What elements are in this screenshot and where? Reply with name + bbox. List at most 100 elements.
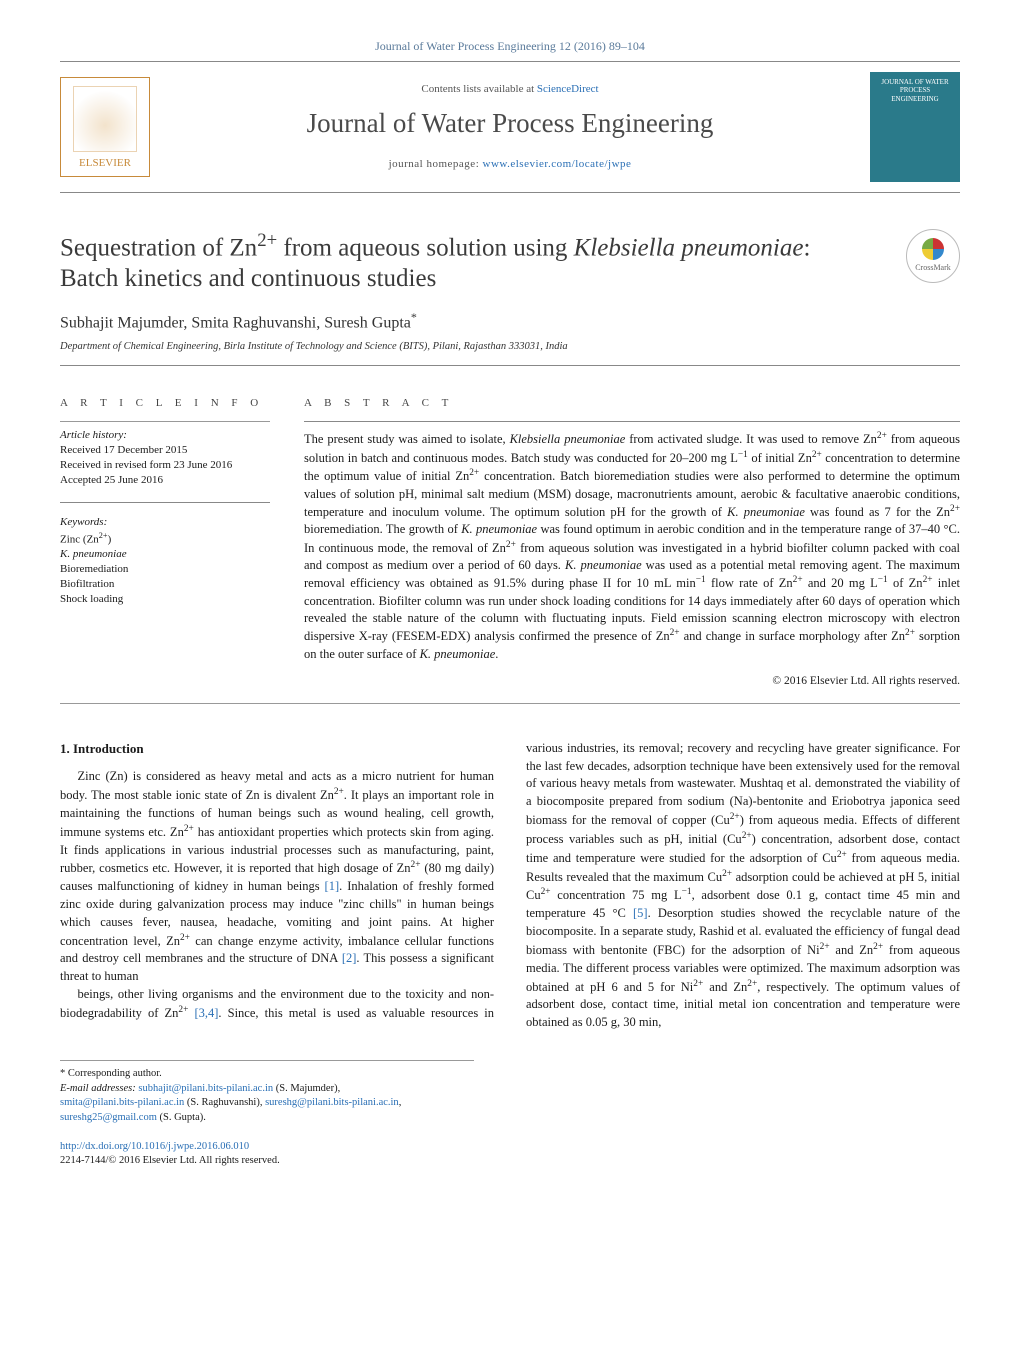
- corr-star: *: [411, 310, 417, 324]
- abs-sup: 2+: [469, 468, 479, 478]
- keyword-1: Zinc (Zn2+): [60, 530, 270, 548]
- intro-para-1: Zinc (Zn) is considered as heavy metal a…: [60, 768, 494, 986]
- abs-sup: 2+: [950, 504, 960, 514]
- crossmark-icon: [922, 238, 944, 260]
- authors-line: Subhajit Majumder, Smita Raghuvanshi, Su…: [60, 309, 960, 335]
- homepage-pre: journal homepage:: [389, 158, 483, 170]
- email-2-who: (S. Raghuvanshi),: [184, 1097, 265, 1108]
- history-head: Article history:: [60, 428, 270, 443]
- abs-t: from activated sludge. It was used to re…: [625, 433, 877, 447]
- doi-link[interactable]: http://dx.doi.org/10.1016/j.jwpe.2016.06…: [60, 1141, 249, 1152]
- abs-sup: 2+: [793, 575, 803, 585]
- crossmark-badge[interactable]: CrossMark: [906, 229, 960, 283]
- abs-sup: −1: [878, 575, 888, 585]
- abs-sp: K. pneumoniae: [461, 522, 537, 536]
- kw1-sup: 2+: [99, 531, 108, 540]
- keyword-2: K. pneumoniae: [60, 547, 270, 562]
- abstract-col: a b s t r a c t The present study was ai…: [304, 396, 960, 689]
- keyword-5: Shock loading: [60, 592, 270, 607]
- body-columns: 1. Introduction Zinc (Zn) is considered …: [60, 740, 960, 1032]
- abs-sup: 2+: [670, 628, 680, 638]
- email-3-sep: ,: [399, 1097, 402, 1108]
- article-info-head: a r t i c l e i n f o: [60, 396, 270, 411]
- publisher-logo-wrap: ELSEVIER: [60, 77, 170, 177]
- elsevier-label: ELSEVIER: [79, 156, 131, 171]
- title-pre: Sequestration of Zn: [60, 234, 257, 261]
- contents-pre: Contents lists available at: [421, 83, 536, 95]
- rule-top: [60, 61, 960, 62]
- elsevier-logo: ELSEVIER: [60, 77, 150, 177]
- abs-sp: K. pneumoniae: [565, 558, 642, 572]
- keywords-block: Keywords: Zinc (Zn2+) K. pneumoniae Bior…: [60, 503, 270, 607]
- abs-t: and 20 mg L: [803, 576, 878, 590]
- abs-sup: −1: [696, 575, 706, 585]
- email-1-who: (S. Majumder),: [273, 1083, 340, 1094]
- masthead-center: Contents lists available at ScienceDirec…: [170, 82, 850, 173]
- email-4[interactable]: sureshg25@gmail.com: [60, 1112, 157, 1123]
- email-3[interactable]: sureshg@pilani.bits-pilani.ac.in: [265, 1097, 399, 1108]
- email-line: E-mail addresses: subhajit@pilani.bits-p…: [60, 1082, 474, 1126]
- abs-sup: 2+: [506, 540, 516, 550]
- crossmark-label: CrossMark: [915, 262, 951, 273]
- homepage-line: journal homepage: www.elsevier.com/locat…: [170, 157, 850, 172]
- citation-link[interactable]: [3,4]: [194, 1006, 218, 1020]
- keyword-4: Biofiltration: [60, 577, 270, 592]
- email-label: E-mail addresses:: [60, 1083, 138, 1094]
- keywords-head: Keywords:: [60, 515, 270, 530]
- section-1-head: 1. Introduction: [60, 740, 494, 758]
- abstract-text: The present study was aimed to isolate, …: [304, 430, 960, 662]
- title-species: Klebsiella pneumoniae: [574, 234, 804, 261]
- rule-above-abs: [60, 365, 960, 366]
- abs-t: was found as 7 for the Zn: [805, 505, 950, 519]
- history-revised: Received in revised form 23 June 2016: [60, 458, 270, 473]
- journal-cover-wrap: JOURNAL OF WATER PROCESS ENGINEERING: [850, 72, 960, 182]
- abs-sp: K. pneumoniae: [727, 505, 805, 519]
- abs-sp: K. pneumoniae: [420, 647, 496, 661]
- abstract-copyright: © 2016 Elsevier Ltd. All rights reserved…: [304, 673, 960, 689]
- contents-line: Contents lists available at ScienceDirec…: [170, 82, 850, 97]
- info-abstract-row: a r t i c l e i n f o Article history: R…: [60, 396, 960, 689]
- abs-sp: Klebsiella pneumoniae: [510, 433, 626, 447]
- abs-sup: −1: [738, 450, 748, 460]
- affiliation: Department of Chemical Engineering, Birl…: [60, 340, 960, 355]
- masthead: ELSEVIER Contents lists available at Sci…: [60, 72, 960, 182]
- citation-link[interactable]: [5]: [633, 906, 648, 920]
- abs-sup: 2+: [923, 575, 933, 585]
- corr-author-note: * Corresponding author.: [60, 1067, 474, 1082]
- abs-t: bioremediation. The growth of: [304, 522, 461, 536]
- abs-sup: 2+: [812, 450, 822, 460]
- authors-names: Subhajit Majumder, Smita Raghuvanshi, Su…: [60, 314, 411, 331]
- sciencedirect-link[interactable]: ScienceDirect: [537, 83, 599, 95]
- article-title: Sequestration of Zn2+ from aqueous solut…: [60, 229, 840, 295]
- rule-under-masthead: [60, 192, 960, 193]
- email-2[interactable]: smita@pilani.bits-pilani.ac.in: [60, 1097, 184, 1108]
- title-mid: from aqueous solution using: [277, 234, 574, 261]
- doi-block: http://dx.doi.org/10.1016/j.jwpe.2016.06…: [60, 1140, 960, 1169]
- article-head: Sequestration of Zn2+ from aqueous solut…: [60, 229, 960, 295]
- running-citation: Journal of Water Process Engineering 12 …: [60, 38, 960, 55]
- abs-t: flow rate of Zn: [706, 576, 793, 590]
- citation-link[interactable]: [1]: [325, 879, 340, 893]
- article-info-col: a r t i c l e i n f o Article history: R…: [60, 396, 270, 689]
- journal-title: Journal of Water Process Engineering: [170, 105, 850, 143]
- keyword-3: Bioremediation: [60, 562, 270, 577]
- journal-cover: JOURNAL OF WATER PROCESS ENGINEERING: [870, 72, 960, 182]
- abs-t: and change in surface morphology after Z…: [680, 629, 905, 643]
- email-1[interactable]: subhajit@pilani.bits-pilani.ac.in: [138, 1083, 273, 1094]
- citation-link[interactable]: [2]: [342, 951, 357, 965]
- abs-t: The present study was aimed to isolate,: [304, 433, 510, 447]
- corresponding-footer: * Corresponding author. E-mail addresses…: [60, 1060, 474, 1126]
- kw1-pre: Zinc (Zn: [60, 533, 99, 545]
- email-4-who: (S. Gupta).: [157, 1112, 206, 1123]
- title-sup: 2+: [257, 230, 277, 251]
- abstract-head: a b s t r a c t: [304, 396, 960, 411]
- abs-sup: 2+: [877, 431, 887, 441]
- history-accepted: Accepted 25 June 2016: [60, 473, 270, 488]
- abs-t: .: [495, 647, 498, 661]
- history-block: Article history: Received 17 December 20…: [60, 421, 270, 487]
- kw1-post: ): [108, 533, 112, 545]
- rule-under-abs: [60, 703, 960, 704]
- issn-line: 2214-7144/© 2016 Elsevier Ltd. All right…: [60, 1155, 280, 1166]
- abs-t: of Zn: [888, 576, 923, 590]
- homepage-link[interactable]: www.elsevier.com/locate/jwpe: [483, 158, 632, 170]
